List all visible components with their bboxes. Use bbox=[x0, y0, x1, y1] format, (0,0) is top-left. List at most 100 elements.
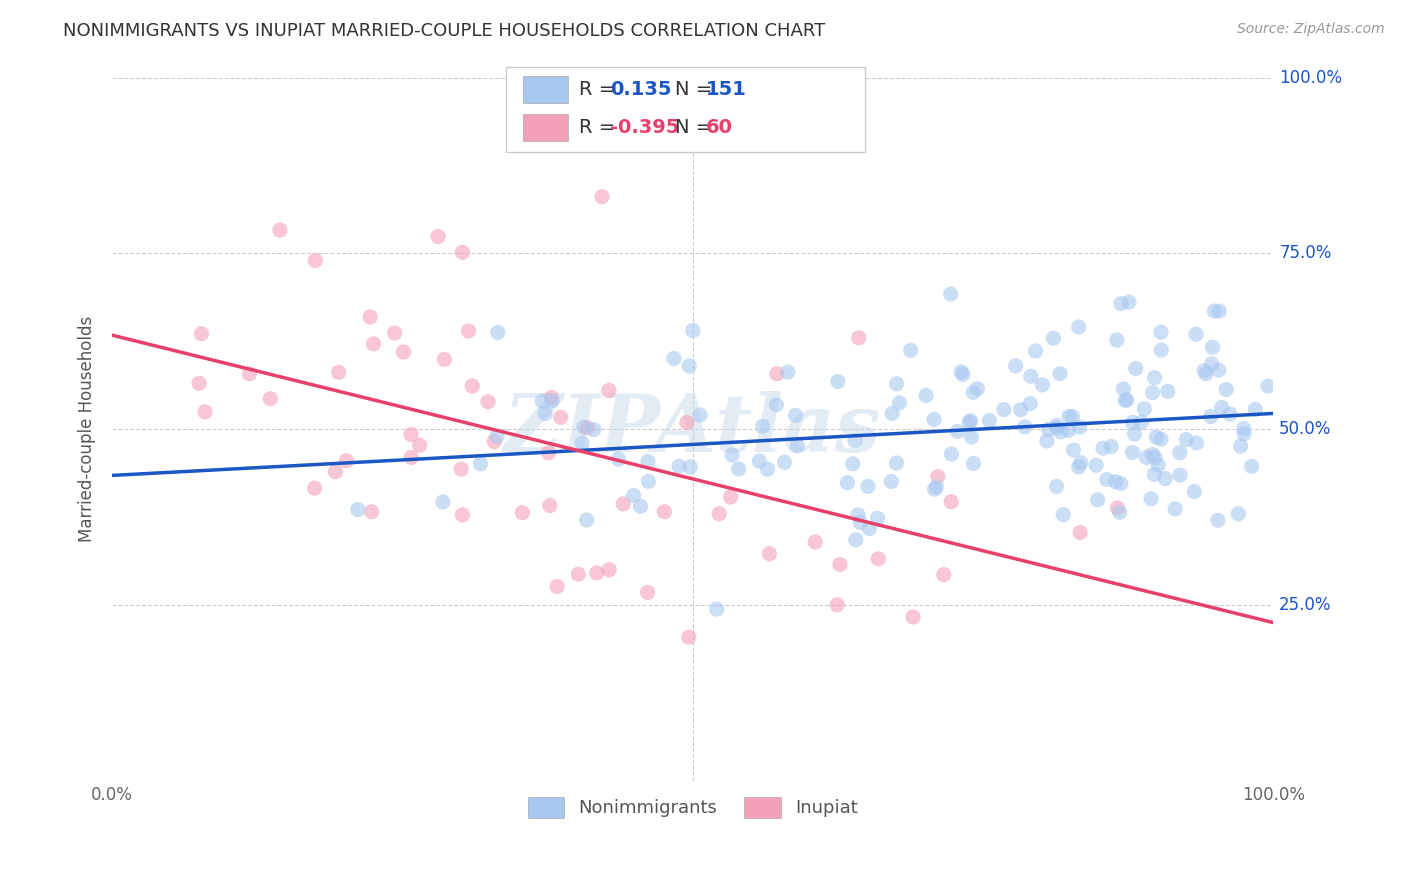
Point bbox=[1206, 513, 1229, 527]
Point bbox=[1099, 440, 1122, 454]
Point bbox=[1115, 393, 1137, 408]
Point bbox=[1109, 476, 1132, 491]
Point bbox=[461, 379, 484, 393]
Point bbox=[882, 406, 904, 420]
Point bbox=[194, 405, 217, 419]
Point bbox=[952, 368, 974, 382]
Point bbox=[1063, 443, 1085, 458]
Point bbox=[932, 567, 955, 582]
Point bbox=[1164, 502, 1187, 516]
Point bbox=[959, 414, 981, 428]
Point bbox=[432, 495, 454, 509]
Point bbox=[844, 434, 866, 448]
Point bbox=[1244, 402, 1267, 417]
Point bbox=[849, 516, 872, 530]
Point bbox=[1133, 402, 1156, 417]
Point bbox=[1143, 467, 1166, 482]
Point bbox=[1121, 445, 1143, 459]
Point bbox=[540, 390, 562, 404]
Point bbox=[531, 394, 554, 409]
Point bbox=[433, 352, 456, 367]
Point bbox=[1211, 401, 1233, 415]
Point bbox=[1240, 459, 1263, 474]
Point bbox=[1069, 420, 1091, 434]
Point bbox=[962, 385, 984, 400]
Text: N =: N = bbox=[675, 79, 718, 99]
Point bbox=[1140, 491, 1163, 506]
Point bbox=[678, 630, 700, 644]
Point bbox=[786, 439, 808, 453]
Point bbox=[637, 585, 659, 599]
Y-axis label: Married-couple Households: Married-couple Households bbox=[79, 316, 96, 542]
Point bbox=[534, 407, 557, 421]
Point bbox=[886, 376, 908, 391]
Text: R =: R = bbox=[579, 79, 621, 99]
Point bbox=[1204, 304, 1226, 318]
Point bbox=[1150, 432, 1173, 446]
Point bbox=[451, 508, 474, 522]
Point bbox=[363, 337, 385, 351]
Point bbox=[451, 245, 474, 260]
Point bbox=[359, 310, 381, 324]
Point bbox=[1215, 383, 1237, 397]
Point bbox=[837, 475, 859, 490]
Point bbox=[922, 412, 945, 426]
Point bbox=[1067, 320, 1090, 334]
Point bbox=[689, 408, 711, 422]
Point bbox=[1019, 369, 1042, 384]
Point bbox=[1201, 340, 1223, 354]
Point bbox=[939, 494, 962, 508]
Point bbox=[1150, 326, 1173, 340]
Point bbox=[676, 416, 699, 430]
Point bbox=[591, 190, 613, 204]
Point bbox=[259, 392, 281, 406]
Point bbox=[546, 580, 568, 594]
Point bbox=[1057, 409, 1080, 424]
Point bbox=[1104, 475, 1126, 489]
Point bbox=[571, 436, 593, 450]
Point bbox=[269, 223, 291, 237]
Point bbox=[756, 462, 779, 476]
Point bbox=[941, 447, 963, 461]
Point bbox=[399, 427, 422, 442]
Point bbox=[408, 438, 430, 452]
Point bbox=[889, 396, 911, 410]
Point bbox=[1067, 459, 1090, 474]
Point bbox=[1070, 456, 1092, 470]
Point bbox=[848, 331, 870, 345]
Point bbox=[946, 425, 969, 439]
Point bbox=[901, 610, 924, 624]
Point bbox=[486, 326, 509, 340]
Point bbox=[720, 490, 742, 504]
Point bbox=[1143, 370, 1166, 384]
Point bbox=[384, 326, 406, 340]
Point bbox=[477, 394, 499, 409]
Point bbox=[598, 384, 620, 398]
Point bbox=[662, 351, 685, 366]
Text: N =: N = bbox=[675, 118, 718, 137]
Point bbox=[785, 409, 807, 423]
Point bbox=[1095, 473, 1118, 487]
Point bbox=[484, 434, 506, 449]
Point bbox=[709, 507, 731, 521]
Point bbox=[1130, 415, 1153, 429]
Point bbox=[485, 430, 508, 444]
Text: NONIMMIGRANTS VS INUPIAT MARRIED-COUPLE HOUSEHOLDS CORRELATION CHART: NONIMMIGRANTS VS INUPIAT MARRIED-COUPLE … bbox=[63, 22, 825, 40]
Point bbox=[1150, 343, 1173, 358]
Point bbox=[1052, 508, 1074, 522]
Point bbox=[1168, 468, 1191, 483]
Point bbox=[304, 253, 326, 268]
Point bbox=[758, 547, 780, 561]
Point bbox=[765, 398, 787, 412]
Point bbox=[1118, 295, 1140, 310]
Point bbox=[1085, 458, 1108, 473]
Point bbox=[637, 455, 659, 469]
Point bbox=[190, 326, 212, 341]
Point bbox=[880, 475, 903, 489]
Point bbox=[623, 489, 645, 503]
Point bbox=[538, 499, 561, 513]
Point bbox=[1154, 471, 1177, 485]
Point bbox=[1201, 357, 1223, 371]
Point bbox=[541, 393, 564, 408]
Point bbox=[1057, 423, 1080, 437]
